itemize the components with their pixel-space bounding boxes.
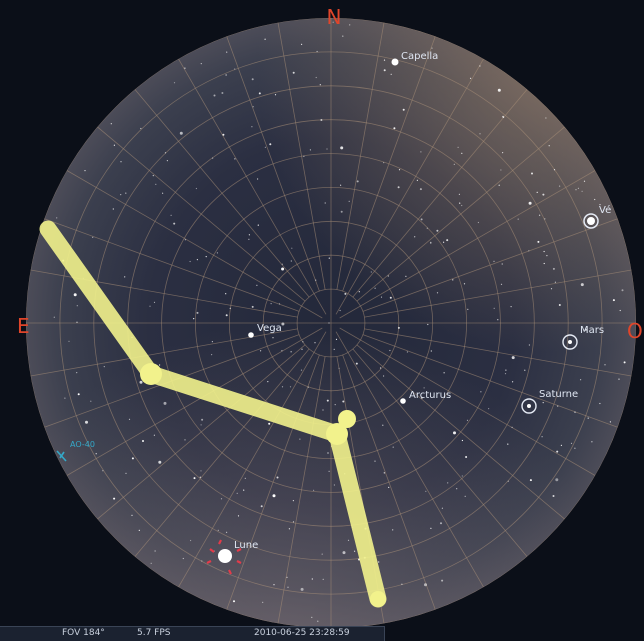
capella-star[interactable] xyxy=(391,58,399,66)
venus-marker[interactable] xyxy=(583,213,599,229)
vega-label: Vega xyxy=(257,323,282,334)
mars-marker[interactable] xyxy=(562,334,578,350)
annotation-node xyxy=(338,410,356,428)
lune-label: Lune xyxy=(234,540,258,551)
vega-star[interactable] xyxy=(248,332,254,338)
annotation-path xyxy=(39,220,387,608)
west-label: O xyxy=(627,319,643,343)
arcturus-label: Arcturus xyxy=(409,390,451,401)
satellite-icon[interactable] xyxy=(56,450,67,462)
status-bar: FOV 184° 5.7 FPS 2010-06-25 23:28:59 xyxy=(0,626,385,641)
annotation-node xyxy=(326,423,348,445)
datetime-readout: 2010-06-25 23:28:59 xyxy=(254,628,350,638)
fov-readout: FOV 184° xyxy=(62,628,105,638)
capella-label: Capella xyxy=(401,51,438,62)
azimuthal-grid xyxy=(26,18,636,628)
annotation-node xyxy=(140,363,162,385)
fps-readout: 5.7 FPS xyxy=(137,628,171,638)
venus-label: Vé xyxy=(599,204,611,216)
saturne-label: Saturne xyxy=(539,389,578,400)
arcturus-star[interactable] xyxy=(400,398,406,404)
ao40-label: AO-40 xyxy=(70,440,95,449)
east-label: E xyxy=(17,314,30,338)
mars-label: Mars xyxy=(580,325,604,336)
north-label: N xyxy=(327,5,342,29)
star-field xyxy=(53,21,626,622)
annotation-node xyxy=(370,591,386,607)
moon-marker[interactable] xyxy=(206,539,242,575)
saturne-marker[interactable] xyxy=(521,398,537,414)
